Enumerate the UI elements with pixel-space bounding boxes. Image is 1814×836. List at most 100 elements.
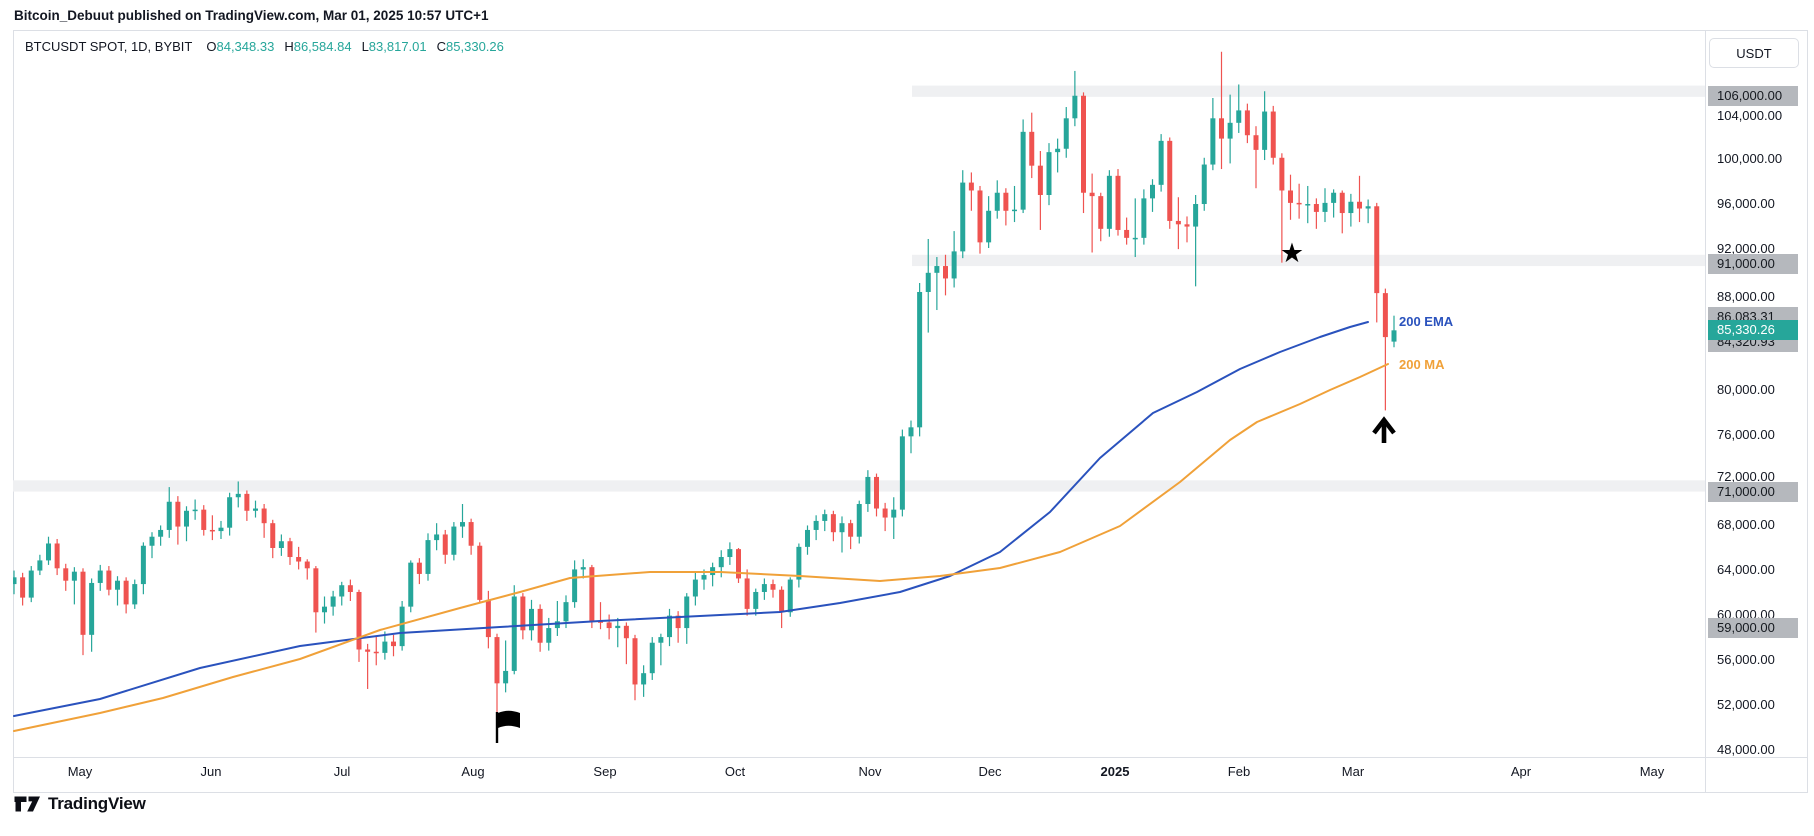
candle-body [1055,148,1061,153]
candle-body [253,508,258,511]
time-axis-label: Nov [858,764,882,779]
candle-body [115,580,120,590]
candle-body [1331,192,1337,203]
candle-body [563,602,569,622]
price-axis-label: 106,000.00 [1708,86,1798,106]
candle-body [934,266,940,273]
price-axis-label: 59,000.00 [1708,618,1798,638]
candle-body [1253,135,1259,150]
candle-body [296,557,302,562]
candle-body [736,549,741,579]
candle-body [744,578,750,609]
candle-body [649,642,655,674]
candle-body [235,493,241,498]
candle-body [951,251,957,279]
price-zone [13,480,1705,492]
candle-body [330,596,336,607]
time-axis-label: Oct [724,764,746,779]
candle-body [598,621,603,623]
candle-body [1313,204,1319,212]
candle-body [166,501,172,530]
candle-body [641,673,647,685]
candle-body [667,615,672,638]
candle-body [520,596,526,631]
candle-body [313,568,319,613]
candle-body [615,625,621,629]
candle-body [192,509,198,512]
candle-body [1063,118,1069,149]
candle-body [184,510,189,527]
currency-toggle-button[interactable]: USDT [1709,38,1799,68]
candle-body [1132,237,1138,240]
price-zone [912,85,1705,97]
candle-body [882,508,888,518]
candle-body [1158,140,1164,185]
candle-body [848,523,854,537]
time-axis-label: Sep [593,764,617,779]
candle-body [1193,204,1199,227]
candle-body [1210,118,1216,165]
candle-body [1391,330,1397,342]
price-axis-label: 91,000.00 [1708,254,1798,274]
chart-canvas[interactable]: ★ [13,30,1705,757]
candle-body [37,560,43,571]
price-axis-label: 56,000.00 [1717,652,1775,667]
candle-body [675,615,681,629]
candle-body [1270,111,1276,158]
candle-body [434,534,440,541]
candle-body [658,637,664,643]
candle-body [244,493,250,511]
price-axis-label: 48,000.00 [1717,742,1775,757]
candle-body [1227,122,1233,139]
candle-body [1029,131,1035,166]
time-axis-label: Jun [200,764,222,779]
time-axis-label: Feb [1227,764,1251,779]
candle-body [477,545,483,600]
candle-body [89,582,95,635]
candle-body [1288,190,1293,203]
price-axis-label: 104,000.00 [1717,108,1783,123]
candle-body [1201,164,1207,205]
candle-body [1279,157,1285,191]
candle-body [201,509,207,530]
candle-body [1296,202,1302,205]
candle-body [986,210,992,243]
candle-body [1339,192,1345,214]
candle-body [1365,206,1371,209]
candle-body [425,540,431,574]
price-axis-label: 100,000.00 [1717,151,1783,166]
candle-body [1012,209,1017,212]
candle-body [537,608,543,643]
candle-body [572,569,578,603]
legend-ohlc-item: O84,348.33 [206,39,275,54]
candle-body [606,622,612,629]
candle-body [46,543,51,561]
candle-body [1382,293,1388,338]
candle-body [13,577,17,585]
candle-body [943,266,948,279]
price-axis-label: 88,000.00 [1717,289,1775,304]
candle-body [382,641,388,653]
candle-body [80,571,86,635]
candle-body [28,570,34,598]
candle-body [805,529,810,547]
200-ema-line [13,321,1369,717]
symbol-title: BTCUSDT SPOT, 1D, BYBIT [25,39,193,54]
candle-body [718,557,724,568]
candle-body [20,577,26,598]
candle-body [218,527,224,532]
tradingview-logo[interactable]: TradingView [14,794,146,814]
candle-body [442,534,448,555]
candle-body [856,504,862,537]
candle-body [1046,152,1052,195]
candle-body [1037,165,1043,195]
candle-body [529,608,534,631]
candle-body [1150,184,1155,199]
candle-body [1124,229,1130,238]
symbol-legend[interactable]: BTCUSDT SPOT, 1D, BYBIT O84,348.33 H86,584… [25,39,514,54]
price-axis-label: 64,000.00 [1717,562,1775,577]
candle-body [1141,198,1147,238]
200-ma-label: 200 MA [1399,357,1445,372]
candle-body [278,541,284,548]
candle-body [373,651,379,654]
